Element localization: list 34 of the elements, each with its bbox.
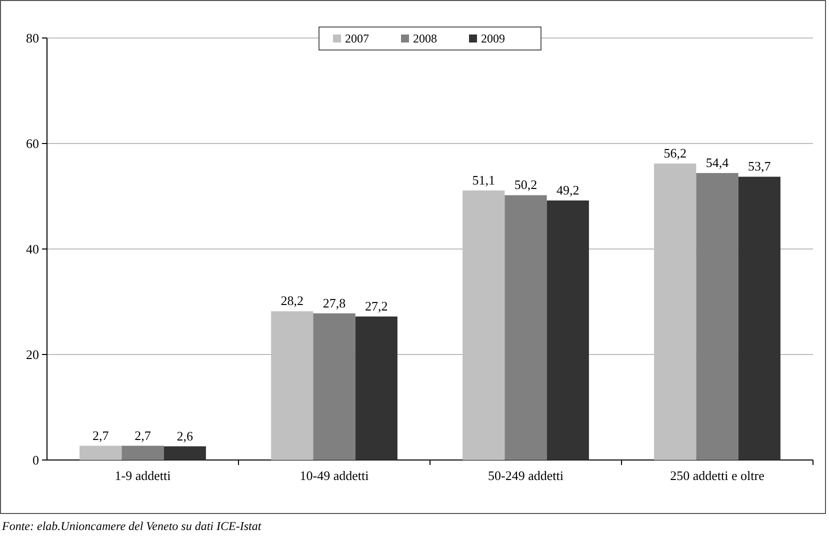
data-label: 2,7 [92,428,110,443]
bar [696,173,738,460]
bar [164,446,206,460]
data-label: 27,2 [365,298,388,314]
data-label: 49,2 [556,182,580,198]
bar [738,176,780,460]
bar [80,446,122,460]
data-label: 51,1 [472,172,495,188]
data-label: 2,6 [176,428,194,444]
data-label: 50,2 [514,177,538,192]
data-label: 2,7 [134,428,152,443]
legend-label: 2009 [481,32,505,46]
bar [122,446,164,460]
data-label: 56,2 [664,146,686,161]
x-tick-label: 10-49 addetti [300,468,370,483]
x-tick-label: 50-249 addetti [488,468,564,483]
y-tick-label: 40 [26,242,39,257]
legend-label: 2007 [345,32,369,46]
legend-label: 2008 [413,32,437,46]
data-label: 28,2 [280,293,304,308]
bar [546,200,589,460]
source-note: Fonte: elab.Unioncamere del Veneto su dati ICE-Istat [1,519,262,533]
data-label: 53,7 [748,158,772,174]
bar [504,195,547,460]
x-tick-label: 250 addetti e oltre [670,468,765,483]
data-label: 54,4 [706,155,730,170]
y-tick-label: 80 [26,30,39,46]
bar [313,313,356,460]
bar [355,316,398,460]
y-tick-label: 60 [26,136,39,152]
data-label: 27,8 [322,295,346,310]
y-tick-label: 20 [26,347,39,362]
y-tick-label: 0 [32,452,39,468]
x-tick-label: 1-9 addetti [114,468,172,483]
